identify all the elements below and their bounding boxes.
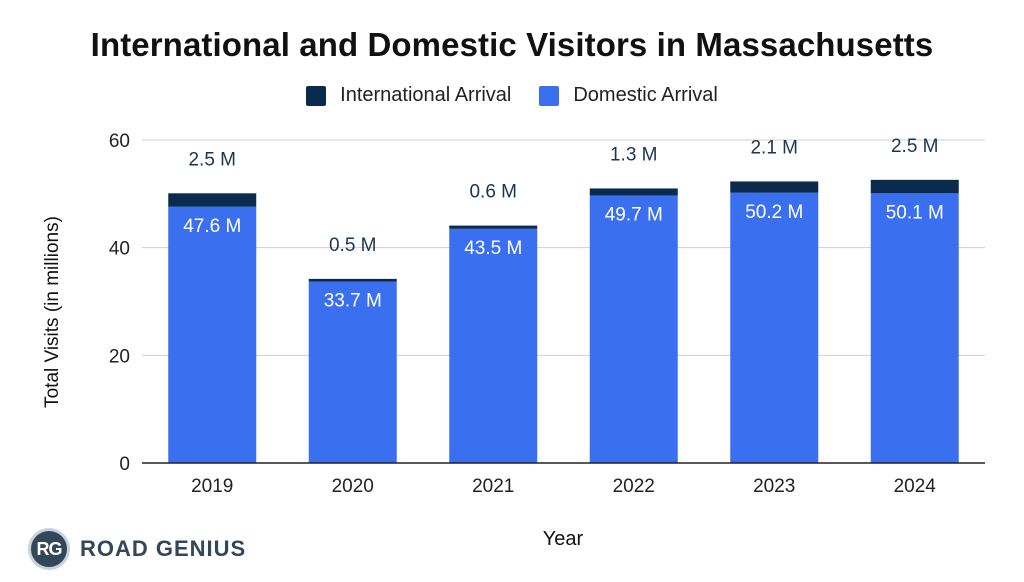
data-label-domestic: 43.5 M — [464, 238, 522, 259]
legend-item-international[interactable]: International Arrival — [306, 84, 511, 107]
data-label-domestic: 50.1 M — [886, 202, 944, 223]
legend-swatch-domestic — [539, 85, 560, 106]
brand-logo: RG ROAD GENIUS — [28, 528, 246, 570]
legend-item-domestic[interactable]: Domestic Arrival — [539, 84, 718, 107]
bar-domestic — [870, 193, 959, 464]
gridlines — [142, 139, 985, 356]
x-axis-label: Year — [543, 528, 584, 550]
y-tick-label: 60 — [109, 131, 130, 152]
legend-swatch-international — [306, 85, 327, 106]
data-label-international: 2.1 M — [750, 137, 798, 158]
brand-name: ROAD GENIUS — [80, 536, 247, 561]
axes: 0 20 40 60 2019 2020 2021 2022 2023 2024 — [109, 131, 985, 497]
y-tick-label: 40 — [109, 239, 130, 260]
data-label-international: 0.6 M — [469, 182, 517, 203]
bar-domestic — [730, 192, 819, 464]
y-axis-label: Total Visits (in millions) — [42, 216, 63, 408]
legend-label-domestic: Domestic Arrival — [573, 84, 718, 106]
x-tick-label: 2022 — [613, 476, 655, 497]
legend-label-international: International Arrival — [340, 84, 512, 106]
bar-domestic — [168, 206, 257, 463]
data-labels: 47.6 M 2.5 M 33.7 M 0.5 M 43.5 M 0.6 M 49.7 M 1… — [183, 136, 944, 312]
bar-international — [308, 278, 397, 282]
x-tick-label: 2023 — [753, 476, 795, 497]
data-label-international: 1.3 M — [610, 144, 658, 165]
y-tick-label: 0 — [119, 454, 130, 475]
data-label-domestic: 49.7 M — [605, 204, 663, 225]
bar-domestic — [308, 281, 397, 463]
data-label-domestic: 50.2 M — [745, 202, 803, 223]
data-label-domestic: 33.7 M — [324, 291, 382, 312]
chart-title: International and Domestic Visitors in M… — [90, 26, 934, 63]
brand-badge: RG — [28, 528, 70, 570]
x-tick-label: 2021 — [472, 476, 514, 497]
bar-international — [589, 188, 678, 196]
data-label-domestic: 47.6 M — [183, 216, 241, 237]
y-tick-label: 20 — [109, 346, 130, 367]
x-tick-label: 2024 — [894, 476, 937, 497]
bars — [168, 179, 959, 464]
bar-domestic — [589, 195, 678, 463]
bar-domestic — [449, 228, 538, 463]
bar-international — [449, 225, 538, 229]
data-label-international: 2.5 M — [188, 149, 236, 170]
bar-international — [168, 193, 257, 207]
x-tick-label: 2019 — [191, 476, 233, 497]
x-tick-label: 2020 — [332, 476, 374, 497]
bar-international — [870, 179, 959, 194]
chart-legend: International Arrival Domestic Arrival — [0, 84, 1024, 107]
data-label-international: 0.5 M — [329, 235, 377, 256]
bar-international — [730, 181, 819, 193]
data-label-international: 2.5 M — [891, 136, 939, 157]
